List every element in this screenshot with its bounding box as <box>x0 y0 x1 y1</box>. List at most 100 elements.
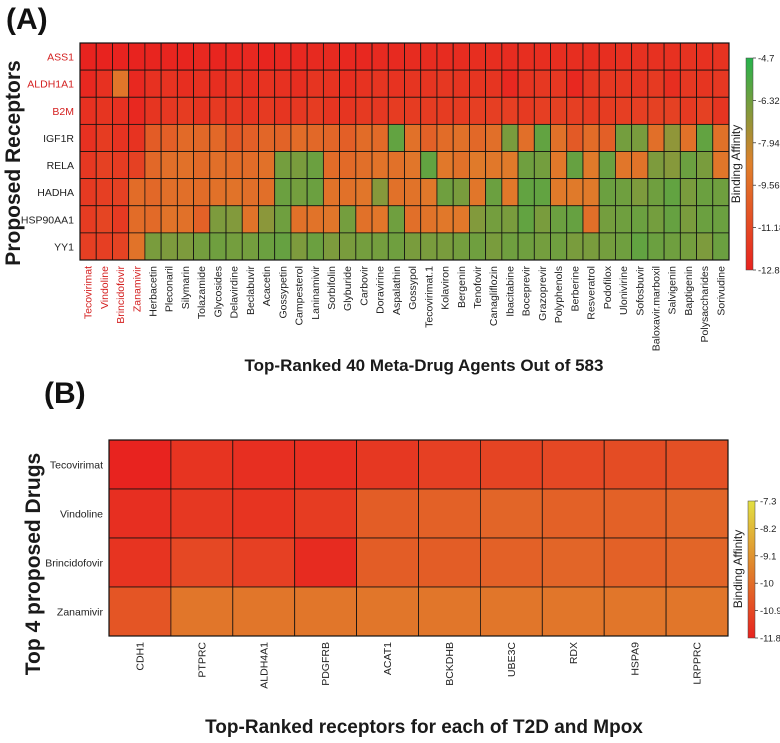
colorbar-tick-label: -11.8 <box>760 634 780 645</box>
heatmap-cell <box>468 151 487 180</box>
heatmap-cell <box>355 151 373 180</box>
column-label: PTPRC <box>196 642 208 678</box>
heatmap-cell <box>209 232 227 261</box>
heatmap-cell <box>258 69 276 98</box>
heatmap-cell <box>566 42 584 71</box>
heatmap-cell <box>404 151 422 180</box>
column-label: Tolazamide <box>196 266 208 319</box>
heatmap-cell <box>541 537 605 588</box>
colorbar-tick-label: -11.18 <box>758 223 780 234</box>
colorbar-tick-label: -12.8 <box>758 266 780 277</box>
heatmap-cell <box>112 205 130 234</box>
heatmap-cell <box>647 151 665 180</box>
heatmap-cell <box>501 232 519 261</box>
column-label: PDGFRB <box>320 642 332 686</box>
heatmap-cell <box>533 205 551 234</box>
heatmap-cell <box>128 42 146 71</box>
heatmap-cell <box>501 69 519 98</box>
heatmap-cell <box>128 123 146 152</box>
heatmap-cell <box>290 42 308 71</box>
heatmap-cell <box>258 205 276 234</box>
heatmap-cell <box>112 232 130 261</box>
heatmap-border <box>79 42 730 261</box>
heatmap-cell <box>452 178 470 207</box>
heatmap-cell <box>712 96 730 125</box>
heatmap-cell <box>95 205 113 234</box>
heatmap-cell <box>306 205 324 234</box>
heatmap-cell <box>479 488 543 539</box>
heatmap-cell <box>663 205 681 234</box>
heatmap-cell <box>517 178 535 207</box>
heatmap-cell <box>290 178 308 207</box>
heatmap-cell <box>550 232 568 261</box>
panel-a-row-labels: ASS1 ALDH1A1 B2M IGF1R RELA HADHA HSP90AA1 YY1 <box>21 52 75 254</box>
heatmap-cell <box>533 232 551 261</box>
panel-b-x-axis-title: Top-Ranked receptors for each of T2D and… <box>205 717 643 738</box>
heatmap-cell <box>193 178 211 207</box>
heatmap-cell <box>517 151 535 180</box>
heatmap-cell <box>306 96 324 125</box>
heatmap-cell <box>241 123 259 152</box>
heatmap-cell <box>501 123 519 152</box>
row-label: HSP90AA1 <box>21 214 74 226</box>
heatmap-cell <box>550 205 568 234</box>
heatmap-cell <box>79 232 97 261</box>
heatmap-cell <box>112 42 130 71</box>
heatmap-cell <box>533 123 551 152</box>
heatmap-cell <box>112 123 130 152</box>
heatmap-cell <box>371 42 389 71</box>
heatmap-cell <box>290 123 308 152</box>
panel-a-colorbar: -4.7 -6.32 -7.94 -9.56 -11.18 -12.8 Binding A… <box>729 54 780 277</box>
column-label: Tecovirimat <box>83 266 95 319</box>
column-label: Zanamivir <box>131 265 143 312</box>
column-label: Sorivudine <box>715 266 727 316</box>
heatmap-cell <box>420 96 438 125</box>
heatmap-cell <box>306 178 324 207</box>
heatmap-cell <box>170 439 234 490</box>
heatmap-cell <box>485 232 503 261</box>
heatmap-cell <box>712 42 730 71</box>
heatmap-cell <box>355 178 373 207</box>
heatmap-cell <box>128 96 146 125</box>
heatmap-cell <box>128 151 146 180</box>
heatmap-cell <box>144 123 162 152</box>
heatmap-cell <box>355 69 373 98</box>
heatmap-cell <box>566 205 584 234</box>
heatmap-cell <box>170 586 234 637</box>
heatmap-cell <box>679 205 697 234</box>
heatmap-cell <box>550 42 568 71</box>
heatmap-cell <box>144 69 162 98</box>
heatmap-cell <box>418 488 481 539</box>
heatmap-cell <box>209 151 227 180</box>
heatmap-cell <box>615 205 633 234</box>
heatmap-cell <box>290 69 308 98</box>
column-label: Baloxavir.marboxil <box>650 266 662 351</box>
heatmap-cell <box>663 123 681 152</box>
heatmap-cell <box>356 488 419 539</box>
heatmap-cell <box>603 586 667 637</box>
heatmap-cell <box>176 178 194 207</box>
heatmap-cell <box>322 96 341 125</box>
heatmap-cell <box>663 42 681 71</box>
column-label: LRPPRC <box>692 642 704 685</box>
heatmap-cell <box>485 178 503 207</box>
heatmap-cell <box>566 232 584 261</box>
heatmap-cell <box>108 537 172 588</box>
heatmap-cell <box>452 151 470 180</box>
heatmap-cell <box>679 123 697 152</box>
heatmap-cell <box>541 488 605 539</box>
heatmap-cell <box>128 232 146 261</box>
heatmap-cell <box>225 96 243 125</box>
heatmap-cell <box>232 488 296 539</box>
heatmap-cell <box>501 205 519 234</box>
heatmap-cell <box>631 123 649 152</box>
heatmap-cell <box>615 123 633 152</box>
heatmap-cell <box>647 42 665 71</box>
column-label: Glycosides <box>212 266 224 317</box>
heatmap-cell <box>193 205 211 234</box>
heatmap-cell <box>615 42 633 71</box>
row-label: RELA <box>47 160 74 172</box>
heatmap-cell <box>176 205 194 234</box>
column-label: Tecovirimat.1 <box>423 266 435 328</box>
heatmap-cell <box>420 205 438 234</box>
